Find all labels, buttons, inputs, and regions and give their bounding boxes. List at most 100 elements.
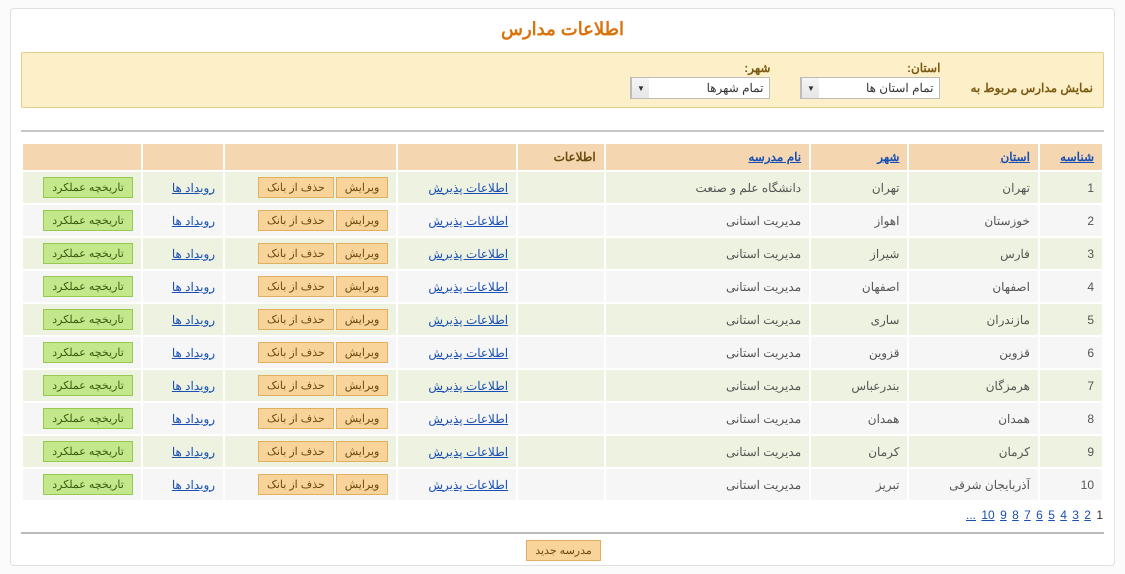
admission-link[interactable]: اطلاعات پذیرش [428,313,508,327]
history-button[interactable]: تاریخچه عملکرد [43,408,133,429]
delete-button[interactable]: حذف از بانک [258,177,334,198]
col-header-id[interactable]: شناسه [1040,144,1102,170]
cell-city: قزوین [811,337,907,368]
events-link[interactable]: رویداد ها [172,379,215,393]
divider [21,532,1104,534]
events-link[interactable]: رویداد ها [172,346,215,360]
cell-city: همدان [811,403,907,434]
new-school-button[interactable]: مدرسه جدید [526,540,601,561]
divider [21,130,1104,132]
pager-page[interactable]: 3 [1072,508,1079,522]
cell-province: همدان [909,403,1037,434]
history-button[interactable]: تاریخچه عملکرد [43,342,133,363]
history-button[interactable]: تاریخچه عملکرد [43,309,133,330]
cell-province: خوزستان [909,205,1037,236]
province-select[interactable]: تمام استان ها ▼ [800,77,940,99]
pager-page[interactable]: 10 [981,508,994,522]
cell-id: 1 [1040,172,1102,203]
cell-province: اصفهان [909,271,1037,302]
edit-button[interactable]: ویرایش [336,276,389,297]
col-header-school[interactable]: نام مدرسه [606,144,809,170]
chevron-down-icon: ▼ [801,78,819,98]
events-link[interactable]: رویداد ها [172,445,215,459]
edit-button[interactable]: ویرایش [336,408,389,429]
history-button[interactable]: تاریخچه عملکرد [43,474,133,495]
filter-lead-label: نمایش مدارس مربوط به [970,81,1093,99]
cell-school: مدیریت استانی [606,337,809,368]
delete-button[interactable]: حذف از بانک [258,309,334,330]
delete-button[interactable]: حذف از بانک [258,276,334,297]
events-link[interactable]: رویداد ها [172,313,215,327]
cell-province: تهران [909,172,1037,203]
delete-button[interactable]: حذف از بانک [258,408,334,429]
cell-id: 7 [1040,370,1102,401]
pager-page[interactable]: 4 [1060,508,1067,522]
pager-page[interactable]: 9 [1000,508,1007,522]
cell-id: 2 [1040,205,1102,236]
history-button[interactable]: تاریخچه عملکرد [43,441,133,462]
pager-page[interactable]: 8 [1012,508,1019,522]
history-button[interactable]: تاریخچه عملکرد [43,177,133,198]
admission-link[interactable]: اطلاعات پذیرش [428,280,508,294]
events-link[interactable]: رویداد ها [172,280,215,294]
city-select-value: تمام شهرها [649,81,769,95]
admission-link[interactable]: اطلاعات پذیرش [428,346,508,360]
events-link[interactable]: رویداد ها [172,181,215,195]
admission-link[interactable]: اطلاعات پذیرش [428,181,508,195]
cell-id: 9 [1040,436,1102,467]
cell-city: بندرعباس [811,370,907,401]
cell-info [518,172,604,203]
pager-page[interactable]: 2 [1084,508,1091,522]
pager-page[interactable]: 6 [1036,508,1043,522]
province-label: استان: [907,61,940,75]
col-header-province[interactable]: استان [909,144,1037,170]
history-button[interactable]: تاریخچه عملکرد [43,243,133,264]
pager-page[interactable]: 5 [1048,508,1055,522]
admission-link[interactable]: اطلاعات پذیرش [428,445,508,459]
history-button[interactable]: تاریخچه عملکرد [43,210,133,231]
events-link[interactable]: رویداد ها [172,247,215,261]
delete-button[interactable]: حذف از بانک [258,441,334,462]
cell-info [518,238,604,269]
edit-button[interactable]: ویرایش [336,243,389,264]
edit-button[interactable]: ویرایش [336,342,389,363]
admission-link[interactable]: اطلاعات پذیرش [428,478,508,492]
edit-button[interactable]: ویرایش [336,210,389,231]
history-button[interactable]: تاریخچه عملکرد [43,276,133,297]
edit-button[interactable]: ویرایش [336,474,389,495]
events-link[interactable]: رویداد ها [172,412,215,426]
province-filter: استان: تمام استان ها ▼ [800,61,940,99]
col-header-blank [143,144,223,170]
admission-link[interactable]: اطلاعات پذیرش [428,379,508,393]
admission-link[interactable]: اطلاعات پذیرش [428,247,508,261]
delete-button[interactable]: حذف از بانک [258,243,334,264]
delete-button[interactable]: حذف از بانک [258,342,334,363]
admission-link[interactable]: اطلاعات پذیرش [428,214,508,228]
events-link[interactable]: رویداد ها [172,214,215,228]
cell-city: تهران [811,172,907,203]
admission-link[interactable]: اطلاعات پذیرش [428,412,508,426]
pager-more[interactable]: ... [966,508,976,522]
cell-school: مدیریت استانی [606,469,809,500]
delete-button[interactable]: حذف از بانک [258,474,334,495]
cell-id: 8 [1040,403,1102,434]
edit-button[interactable]: ویرایش [336,441,389,462]
table-row: 2خوزستاناهوازمدیریت استانیاطلاعات پذیرشو… [23,205,1102,236]
city-label: شهر: [744,61,770,75]
delete-button[interactable]: حذف از بانک [258,210,334,231]
col-header-city[interactable]: شهر [811,144,907,170]
cell-school: دانشگاه علم و صنعت [606,172,809,203]
delete-button[interactable]: حذف از بانک [258,375,334,396]
events-link[interactable]: رویداد ها [172,478,215,492]
city-select[interactable]: تمام شهرها ▼ [630,77,770,99]
history-button[interactable]: تاریخچه عملکرد [43,375,133,396]
edit-button[interactable]: ویرایش [336,309,389,330]
edit-button[interactable]: ویرایش [336,177,389,198]
pager-page[interactable]: 7 [1024,508,1031,522]
page-container: اطلاعات مدارس نمایش مدارس مربوط به استان… [10,8,1115,566]
edit-button[interactable]: ویرایش [336,375,389,396]
cell-id: 4 [1040,271,1102,302]
filter-bar: نمایش مدارس مربوط به استان: تمام استان ه… [21,52,1104,108]
cell-province: هرمزگان [909,370,1037,401]
cell-city: تبریز [811,469,907,500]
